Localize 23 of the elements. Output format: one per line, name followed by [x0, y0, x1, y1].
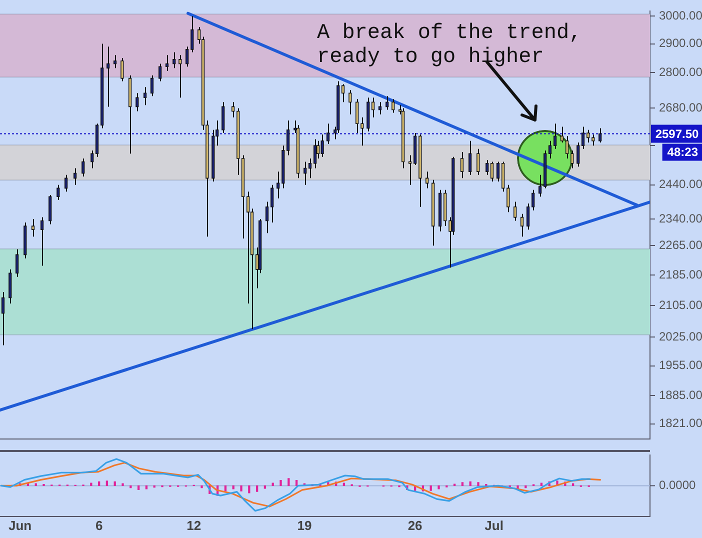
x-tick-label: 6 — [95, 518, 103, 533]
x-tick-label: Jun — [8, 518, 32, 533]
x-tick-label: 12 — [186, 518, 202, 533]
y-tick-label: 2680.00 — [659, 100, 702, 115]
y-tick-label: 2265.00 — [659, 238, 702, 252]
y-tick-label: 2025.00 — [659, 329, 702, 344]
y-tick-label: 2900.00 — [659, 36, 702, 50]
annotation: A break of the trend, ready to go higher — [317, 22, 582, 70]
x-tick-label: 19 — [297, 518, 312, 533]
y-tick-label: 2105.00 — [659, 298, 702, 312]
x-tick-label: 26 — [408, 518, 422, 533]
y-tick-label: 1955.00 — [659, 358, 702, 372]
y-tick-label: 2185.00 — [659, 267, 702, 282]
y-tick-label: 1885.00 — [659, 388, 702, 402]
y-tick-label: 3000.00 — [659, 8, 702, 22]
y-tick-label: 2340.00 — [659, 211, 702, 226]
y-tick-label: 2800.00 — [659, 64, 702, 79]
ref-line-label: 2597.50 — [655, 127, 700, 142]
text: 0.0000 — [659, 478, 696, 492]
text: 48:23 — [667, 145, 698, 160]
y-tick-label: 1821.00 — [659, 416, 702, 430]
x-tick-label: Jul — [484, 518, 504, 533]
y-tick-label: 2440.00 — [659, 177, 702, 192]
